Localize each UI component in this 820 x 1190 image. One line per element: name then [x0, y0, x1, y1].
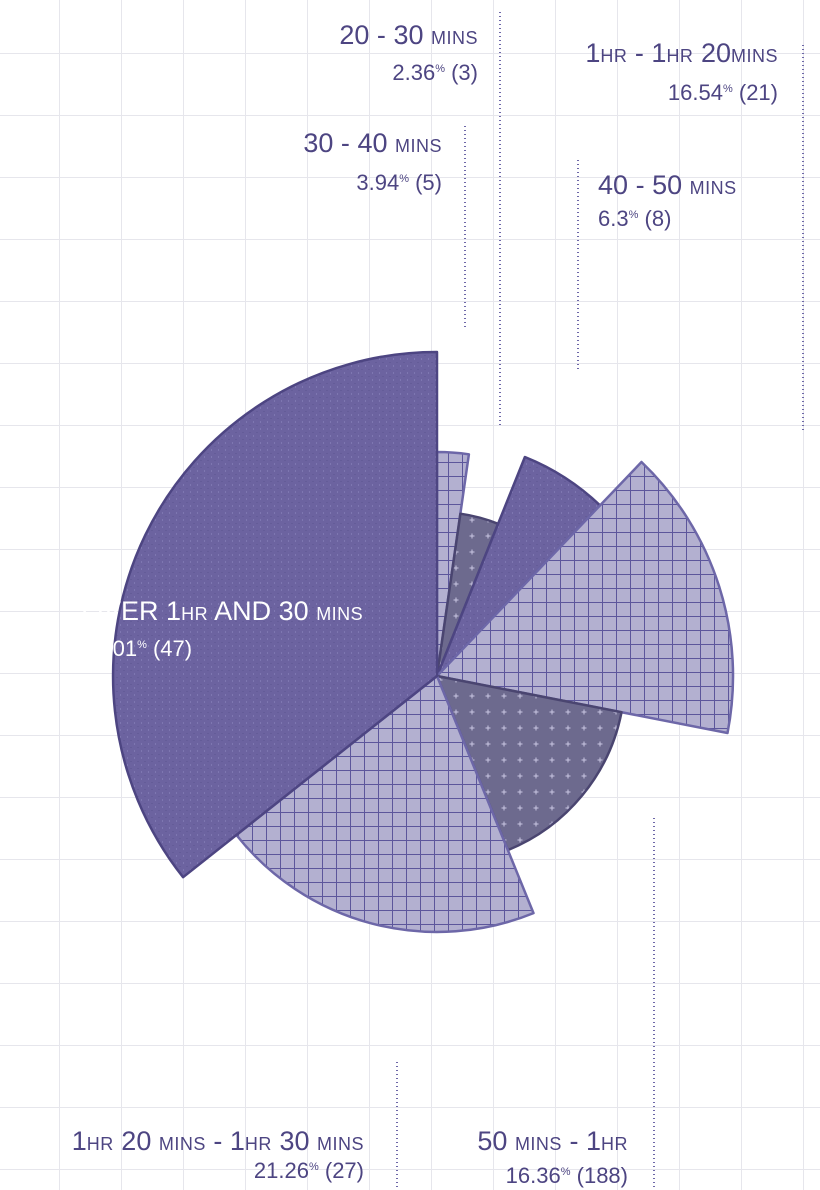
slice-value-30-40: 3.94% (5) [356, 170, 442, 195]
slice-s1h20 [235, 674, 535, 934]
slice-sover [111, 350, 439, 879]
slice-value-over-1hr-30: 37.01% (47) [82, 636, 193, 661]
slice-label-1hr-1hr20: 1HR - 1HR 20MINS [585, 38, 778, 68]
slice-value-1hr-1hr20: 16.54% (21) [667, 80, 778, 105]
slice-value-50-1hr: 16.36% (188) [505, 1163, 628, 1188]
slice-label-40-50: 40 - 50 MINS [598, 170, 737, 200]
slice-s50 [435, 674, 623, 852]
slice-s1h [435, 460, 735, 735]
slice-label-1hr20-1hr30: 1HR 20 MINS - 1HR 30 MINS [71, 1126, 364, 1156]
slice-value-1hr20-1hr30: 21.26% (27) [253, 1158, 364, 1183]
slice-label-over-1hr-30: OVER 1HR AND 30 MINS [82, 596, 364, 626]
slice-label-20-30: 20 - 30 MINS [339, 20, 478, 50]
slice-label-50-1hr: 50 MINS - 1HR [477, 1126, 628, 1156]
slices-layer [111, 350, 735, 934]
slice-value-20-30: 2.36% (3) [392, 60, 478, 85]
slice-value-40-50: 6.3% (8) [598, 206, 672, 231]
leader-lines-layer [396, 12, 804, 1190]
slice-label-30-40: 30 - 40 MINS [303, 128, 442, 158]
